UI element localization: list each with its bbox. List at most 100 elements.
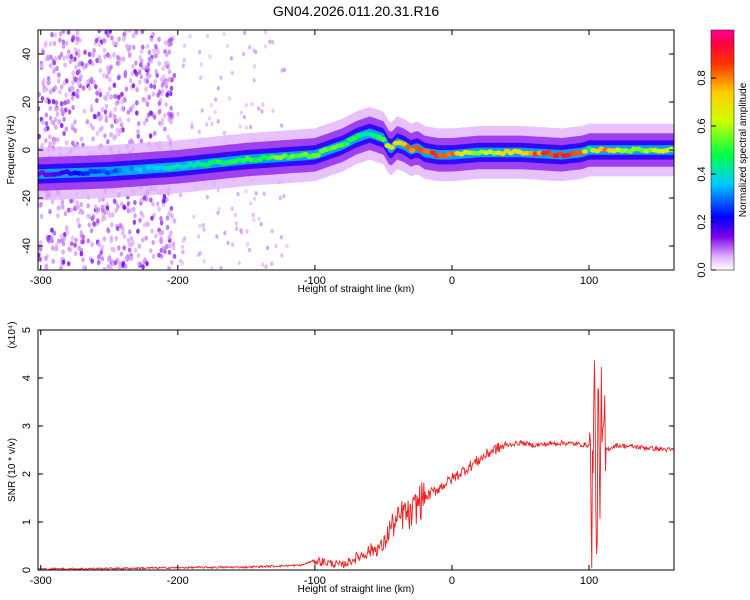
spectrogram-noise-speck bbox=[106, 228, 111, 234]
spectrogram-noise-speck bbox=[126, 200, 131, 207]
spectrogram-noise-speck bbox=[169, 119, 173, 125]
spectrogram-noise-speck bbox=[94, 84, 98, 90]
spectrogram-noise-speck bbox=[133, 213, 137, 219]
spectrogram-noise-speck bbox=[121, 225, 125, 232]
spectrogram-noise-speck bbox=[76, 52, 81, 58]
spectrogram-noise-speck bbox=[172, 253, 177, 259]
spectrogram-ridge-cell bbox=[343, 141, 350, 147]
spectrogram-noise-speck bbox=[251, 212, 255, 218]
spectrogram-noise-speck bbox=[261, 262, 265, 267]
spectrogram-noise-speck bbox=[151, 239, 155, 246]
spectrogram-noise-speck bbox=[86, 203, 90, 209]
spectrogram-noise-speck bbox=[114, 41, 119, 47]
spectrogram-noise-speck bbox=[110, 259, 115, 265]
spectrogram-noise-speck bbox=[54, 106, 59, 112]
spectrogram-noise-speck bbox=[118, 127, 123, 134]
spectrogram-noise-speck bbox=[152, 48, 156, 54]
spectrogram-noise-speck bbox=[102, 236, 107, 242]
spectrogram-noise-speck bbox=[65, 230, 69, 236]
spectrogram-noise-speck bbox=[139, 138, 144, 144]
spectrogram-noise-speck bbox=[118, 117, 122, 123]
spectrogram-noise-speck bbox=[238, 124, 243, 129]
spectrogram-noise-speck bbox=[97, 42, 102, 48]
spectrogram-noise-speck bbox=[135, 100, 139, 106]
spectrogram-noise-speck bbox=[62, 236, 66, 242]
colorbar-tick-label: 0.8 bbox=[696, 70, 708, 85]
spectrogram-x-tick-label: 100 bbox=[580, 275, 598, 287]
snr-y-tick-label: 0 bbox=[21, 567, 33, 573]
spectrogram-noise-speck bbox=[60, 111, 65, 117]
spectrogram-noise-speck bbox=[216, 119, 220, 124]
spectrogram-noise-speck bbox=[150, 228, 154, 234]
spectrogram-noise-speck bbox=[59, 106, 64, 113]
spectrogram-noise-speck bbox=[131, 63, 135, 69]
spectrogram-noise-speck bbox=[57, 72, 61, 78]
spectrogram-noise-speck bbox=[87, 85, 92, 91]
spectrogram-noise-speck bbox=[252, 217, 256, 223]
spectrogram-noise-speck bbox=[155, 201, 160, 207]
spectrogram-noise-speck bbox=[79, 136, 84, 142]
spectrogram-noise-speck bbox=[134, 71, 139, 77]
spectrogram-noise-speck bbox=[154, 43, 158, 50]
spectrogram-noise-speck bbox=[160, 117, 165, 123]
spectrogram-noise-speck bbox=[166, 134, 170, 140]
spectrogram-noise-speck bbox=[56, 205, 61, 211]
spectrogram-noise-speck bbox=[48, 41, 53, 47]
spectrogram-noise-speck bbox=[233, 212, 238, 218]
spectrogram-noise-speck bbox=[259, 221, 263, 227]
spectrogram-noise-speck bbox=[115, 127, 120, 133]
spectrogram-noise-speck bbox=[131, 239, 135, 245]
spectrogram-noise-speck bbox=[64, 225, 69, 231]
spectrogram-noise-speck bbox=[163, 40, 168, 46]
spectrogram-noise-speck bbox=[123, 73, 128, 79]
spectrogram-noise-speck bbox=[105, 73, 109, 79]
spectrogram-noise-speck bbox=[147, 94, 151, 100]
spectrogram-noise-speck bbox=[270, 261, 274, 267]
spectrogram-noise-speck bbox=[164, 101, 168, 108]
spectrogram-noise-speck bbox=[271, 40, 275, 45]
spectrogram-noise-speck bbox=[39, 201, 43, 207]
spectrogram-noise-speck bbox=[122, 245, 126, 251]
spectrogram-noise-speck bbox=[87, 222, 92, 228]
spectrogram-noise-speck bbox=[88, 58, 92, 65]
spectrogram-noise-speck bbox=[167, 41, 171, 48]
spectrogram-noise-speck bbox=[262, 191, 266, 196]
spectrogram-noise-speck bbox=[106, 52, 110, 58]
spectrogram-noise-speck bbox=[257, 216, 261, 222]
spectrogram-noise-speck bbox=[257, 106, 261, 111]
spectrogram-noise-speck bbox=[50, 227, 54, 233]
spectrogram-noise-speck bbox=[136, 120, 141, 127]
spectrogram-noise-speck bbox=[54, 124, 58, 130]
snr-marks bbox=[38, 360, 674, 570]
spectrogram-noise-speck bbox=[140, 44, 145, 50]
spectrogram-noise-speck bbox=[160, 229, 164, 236]
spectrogram-noise-speck bbox=[103, 53, 107, 60]
spectrogram-noise-speck bbox=[54, 100, 59, 106]
spectrogram-noise-speck bbox=[244, 125, 248, 130]
spectrogram-noise-speck bbox=[61, 249, 65, 255]
spectrogram-noise-speck bbox=[111, 212, 115, 218]
spectrogram-noise-speck bbox=[73, 128, 78, 134]
spectrogram-noise-speck bbox=[219, 75, 223, 80]
spectrogram-noise-speck bbox=[199, 62, 203, 67]
spectrogram-noise-speck bbox=[252, 78, 256, 83]
spectrogram-noise-speck bbox=[120, 91, 124, 97]
spectrogram-noise-speck bbox=[134, 60, 138, 66]
spectrogram-noise-speck bbox=[159, 220, 164, 226]
spectrogram-noise-speck bbox=[138, 62, 143, 68]
spectrogram-noise-speck bbox=[127, 247, 132, 253]
spectrogram-noise-speck bbox=[188, 34, 192, 39]
snr-x-tick-label: -200 bbox=[167, 575, 189, 587]
spectrogram-noise-speck bbox=[216, 188, 220, 193]
spectrogram-noise-speck bbox=[126, 109, 131, 115]
spectrogram-noise-speck bbox=[40, 142, 45, 148]
spectrogram-noise-speck bbox=[63, 100, 68, 106]
spectrogram-noise-speck bbox=[242, 52, 246, 57]
spectrogram-noise-speck bbox=[96, 259, 101, 266]
spectrogram-noise-speck bbox=[145, 101, 150, 107]
spectrogram-noise-speck bbox=[139, 74, 144, 80]
spectrogram-noise-speck bbox=[70, 122, 75, 129]
spectrogram-noise-speck bbox=[90, 241, 94, 247]
spectrogram-noise-speck bbox=[38, 201, 41, 207]
